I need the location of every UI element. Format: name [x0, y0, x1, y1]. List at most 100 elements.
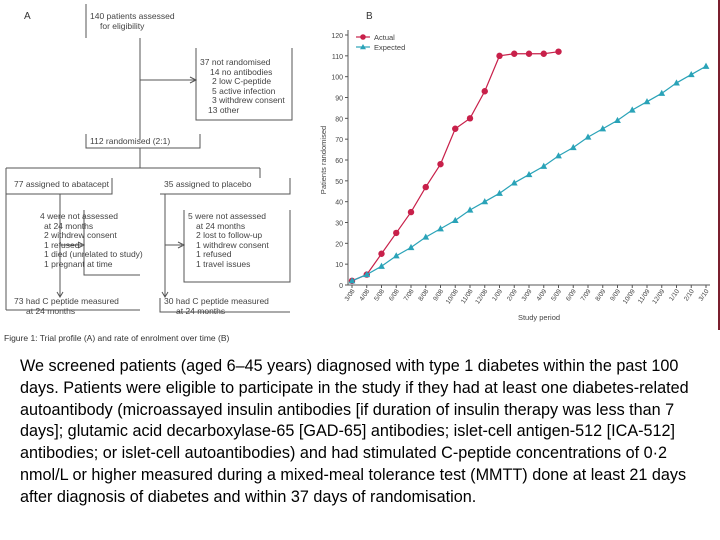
x-tick-label: 6/09 — [565, 288, 578, 303]
point-actual — [525, 50, 533, 57]
right-not-assessed-line: 1 travel issues — [196, 258, 251, 269]
point-expected — [584, 133, 592, 140]
assessed-line-1: 140 patients assessed — [90, 11, 175, 21]
point-actual — [422, 183, 429, 191]
series-line-actual — [351, 51, 559, 282]
point-expected — [628, 106, 636, 113]
enrolment-line-chart: 0 10 20 30 40 50 60 70 80 90 100 110 120 3/08 4/08 5/08… — [319, 30, 711, 322]
x-tick-label: 5/08 — [373, 288, 386, 303]
point-expected — [363, 270, 371, 278]
y-tick-label: 120 — [331, 33, 343, 40]
point-expected — [510, 179, 518, 186]
y-tick-label: 90 — [335, 96, 343, 103]
point-actual — [496, 52, 503, 60]
not-randomised-line: 13 other — [208, 104, 240, 115]
x-tick-label: 3/09 — [521, 288, 534, 303]
arm-abatacept: 77 assigned to abatacept — [14, 179, 109, 189]
y-tick-label: 70 — [335, 137, 343, 144]
trial-profile-panel: A — [0, 0, 300, 320]
point-actual — [555, 48, 562, 55]
panel-a-label: A — [24, 11, 31, 22]
legend-label: Expected — [374, 43, 405, 52]
x-tick-label: 3/10 — [698, 288, 711, 303]
right-measured-line: 30 had C peptide measured — [164, 296, 269, 306]
left-not-assessed-line: 4 were not assessed — [40, 211, 118, 221]
y-tick-label: 80 — [335, 116, 343, 123]
enrolment-chart-panel: B 0 10 20 30 40 50 60 70 80 90 100 110 120 3/08 4/08 5/… — [300, 0, 720, 330]
x-tick-label: 1/09 — [491, 288, 504, 303]
body-text: We screened patients (aged 6–45 years) d… — [20, 357, 689, 506]
left-not-assessed-line: 1 pregnant at time — [44, 258, 113, 269]
right-not-assessed-line: 1 withdrew consent — [196, 239, 269, 250]
x-axis-label: Study period — [518, 313, 560, 322]
left-not-assessed-line: 1 died (unrelated to study) — [44, 249, 143, 260]
assessed-line-2: for eligibility — [100, 20, 145, 31]
y-tick-label: 20 — [335, 241, 343, 248]
point-expected — [451, 216, 459, 224]
panel-b-label: B — [366, 11, 373, 22]
point-actual — [407, 208, 415, 216]
point-actual — [481, 88, 488, 95]
x-tick-label: 11/09 — [637, 288, 652, 305]
not-randomised-line: 14 no antibodies — [210, 66, 273, 77]
point-actual — [378, 250, 385, 257]
figure-border — [718, 0, 720, 330]
x-tick-label: 3/08 — [344, 288, 357, 303]
randomised-text: 112 randomised (2:1) — [90, 136, 171, 146]
legend-marker — [360, 44, 366, 50]
x-tick-label: 11/08 — [460, 288, 475, 305]
point-actual — [452, 125, 459, 132]
arm-placebo: 35 assigned to placebo — [164, 179, 252, 189]
y-tick-label: 110 — [332, 54, 343, 61]
flowchart-lines — [5, 4, 293, 313]
y-tick-label: 40 — [335, 200, 343, 207]
point-actual — [511, 50, 518, 57]
left-not-assessed-line: 1 refused — [44, 239, 80, 250]
y-tick-label: 30 — [335, 221, 343, 228]
point-expected — [466, 206, 474, 213]
point-expected — [687, 70, 695, 78]
y-tick-label: 10 — [335, 262, 343, 269]
point-expected — [422, 233, 430, 240]
figure-1: A — [0, 0, 720, 330]
point-actual — [466, 115, 474, 122]
left-measured-line: 73 had C peptide measured — [14, 296, 119, 306]
y-tick-label: 100 — [331, 75, 343, 82]
left-not-assessed-line: 2 withdrew consent — [44, 230, 117, 241]
not-randomised-line: 37 not randomised — [200, 57, 271, 67]
right-not-assessed-line: 2 lost to follow-up — [196, 230, 263, 241]
y-tick-label: 0 — [339, 283, 343, 290]
point-expected — [702, 62, 710, 69]
point-expected — [437, 225, 444, 232]
point-expected — [525, 170, 533, 178]
point-expected — [599, 125, 607, 132]
x-tick-label: 2/09 — [506, 288, 519, 303]
figure-caption: Figure 1: Trial profile (A) and rate of … — [4, 333, 230, 343]
x-tick-label: 1/10 — [668, 288, 681, 303]
x-tick-label: 12/08 — [474, 288, 489, 306]
point-expected — [658, 89, 666, 96]
left-not-assessed-line: at 24 months — [44, 220, 94, 231]
point-actual — [437, 160, 444, 168]
x-tick-label: 5/09 — [550, 288, 563, 303]
point-expected — [569, 143, 577, 151]
not-randomised-line: 5 active infection — [212, 85, 276, 96]
left-measured-line: at 24 months — [26, 305, 76, 316]
right-not-assessed-line: 5 were not assessed — [188, 211, 266, 221]
left-not-assessed-text: 4 were not assessed at 24 months 2 withd… — [40, 211, 143, 270]
point-expected — [481, 198, 489, 205]
x-tick-label: 7/08 — [403, 288, 416, 303]
point-expected — [555, 152, 562, 159]
right-not-assessed-text: 5 were not assessed at 24 months 2 lost … — [188, 211, 269, 270]
y-tick-label: 50 — [335, 179, 343, 186]
x-tick-label: 9/09 — [609, 288, 622, 303]
not-randomised-line: 3 withdrew consent — [212, 95, 285, 106]
x-tick-label: 10/08 — [445, 288, 460, 306]
point-expected — [673, 79, 680, 86]
right-not-assessed-line: at 24 months — [196, 220, 246, 231]
x-tick-label: 10/09 — [622, 288, 637, 306]
legend-label: Actual — [374, 33, 395, 42]
x-tick-label: 2/10 — [683, 288, 696, 303]
x-tick-label: 4/08 — [358, 288, 371, 303]
point-expected — [378, 262, 385, 269]
